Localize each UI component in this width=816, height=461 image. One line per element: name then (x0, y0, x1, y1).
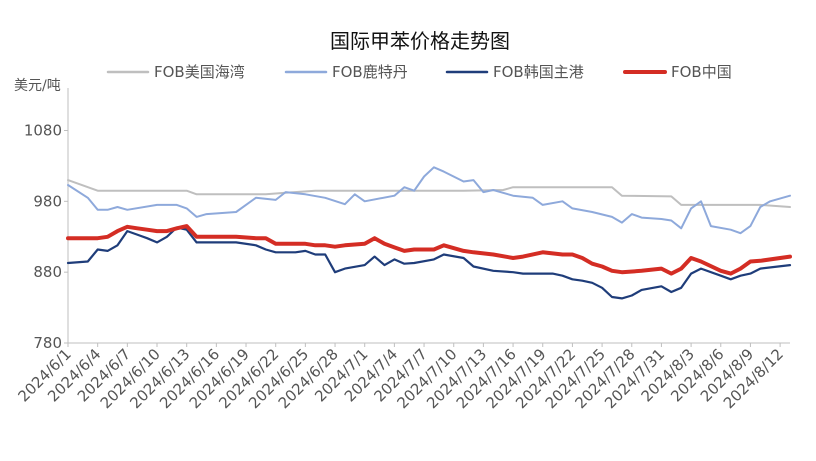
legend-label: FOB鹿特丹 (332, 63, 408, 81)
y-axis-unit-label: 美元/吨 (14, 78, 61, 94)
chart-title: 国际甲苯价格走势图 (330, 29, 510, 53)
y-tick-label: 880 (33, 263, 62, 281)
y-tick-label: 780 (33, 334, 62, 352)
series-line-4 (66, 224, 792, 276)
x-axis-ticks: 2024/6/12024/6/42024/6/72024/6/102024/6/… (14, 343, 787, 412)
series-line-3 (66, 226, 792, 300)
axes (67, 88, 790, 344)
legend: FOB美国海湾 FOB鹿特丹 FOB韩国主港 FOB中国 (106, 63, 732, 81)
legend-label: FOB中国 (671, 63, 732, 81)
y-tick-label: 980 (33, 192, 62, 210)
series-line-2 (67, 166, 791, 235)
legend-label: FOB美国海湾 (154, 63, 245, 81)
y-axis-ticks: 780 880 980 1080 (24, 122, 68, 352)
series-lines (66, 166, 792, 300)
y-tick-label: 1080 (24, 122, 62, 140)
series-line-1 (67, 179, 791, 208)
legend-label: FOB韩国主港 (493, 63, 584, 81)
